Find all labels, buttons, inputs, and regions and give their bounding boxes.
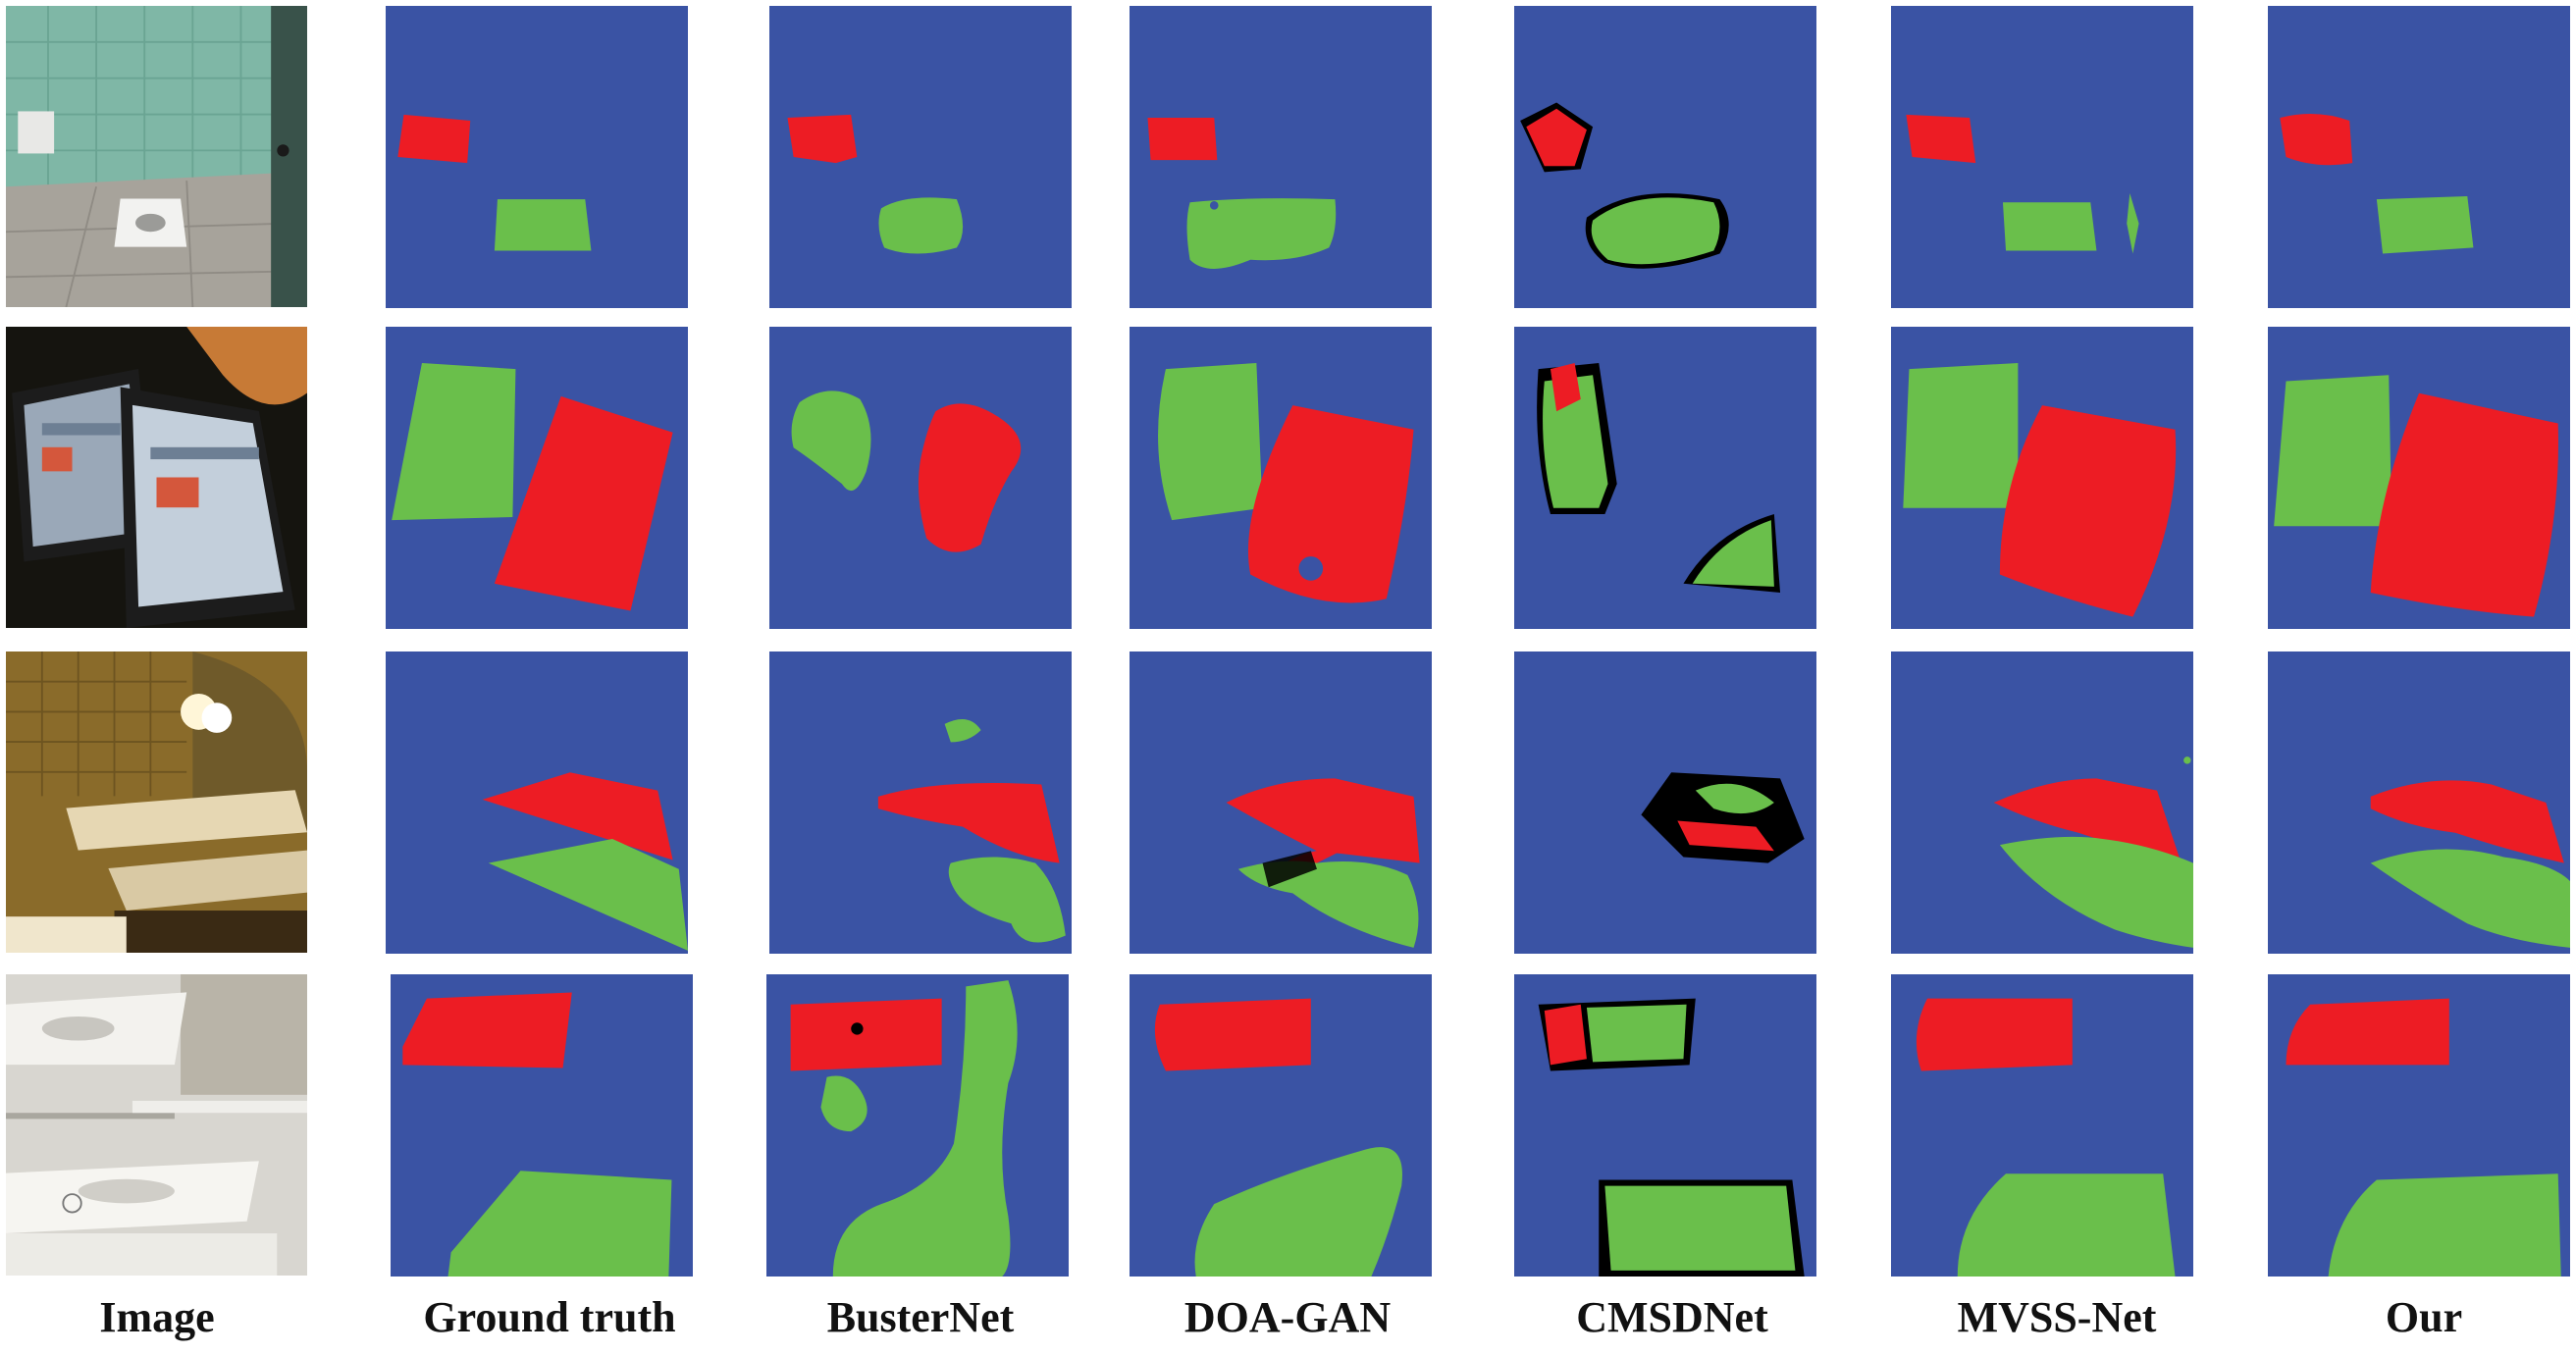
mask-busternet-row-3 xyxy=(769,651,1072,954)
mask-doa-gan-row-2 xyxy=(1130,327,1432,629)
mask-ground-truth-row-3 xyxy=(386,651,688,954)
mask-cmsdnet-row-4 xyxy=(1514,974,1816,1277)
mask-mvss-net-row-4 xyxy=(1891,974,2193,1277)
column-label-busternet: BusterNet xyxy=(826,1293,1015,1341)
mask-ground-truth-row-2 xyxy=(386,327,688,629)
mask-mvss-net-row-1 xyxy=(1891,6,2193,308)
input-image-row-4 xyxy=(6,974,307,1276)
input-image-row-1 xyxy=(6,6,307,307)
mask-cmsdnet-row-2 xyxy=(1514,327,1816,629)
mask-our-row-4 xyxy=(2268,974,2570,1277)
mask-doa-gan-row-1 xyxy=(1130,6,1432,308)
mask-ground-truth-row-4 xyxy=(391,974,693,1277)
column-label-cmsdnet: CMSDNet xyxy=(1576,1293,1768,1341)
mask-busternet-row-1 xyxy=(769,6,1072,308)
mask-busternet-row-2 xyxy=(769,327,1072,629)
mask-mvss-net-row-3 xyxy=(1891,651,2193,954)
column-label-ground-truth: Ground truth xyxy=(423,1293,676,1341)
input-image-row-2 xyxy=(6,327,307,628)
column-label-mvss-net: MVSS-Net xyxy=(1957,1293,2157,1341)
mask-cmsdnet-row-3 xyxy=(1514,651,1816,954)
mask-our-row-2 xyxy=(2268,327,2570,629)
mask-busternet-row-4 xyxy=(766,974,1069,1277)
mask-doa-gan-row-3 xyxy=(1130,651,1432,954)
mask-doa-gan-row-4 xyxy=(1130,974,1432,1277)
mask-cmsdnet-row-1 xyxy=(1514,6,1816,308)
column-label-our: Our xyxy=(2385,1293,2463,1341)
mask-our-row-1 xyxy=(2268,6,2570,308)
input-image-row-3 xyxy=(6,651,307,953)
column-label-image: Image xyxy=(99,1293,215,1341)
column-label-doa-gan: DOA-GAN xyxy=(1183,1293,1392,1341)
mask-ground-truth-row-1 xyxy=(386,6,688,308)
mask-our-row-3 xyxy=(2268,651,2570,954)
mask-mvss-net-row-2 xyxy=(1891,327,2193,629)
